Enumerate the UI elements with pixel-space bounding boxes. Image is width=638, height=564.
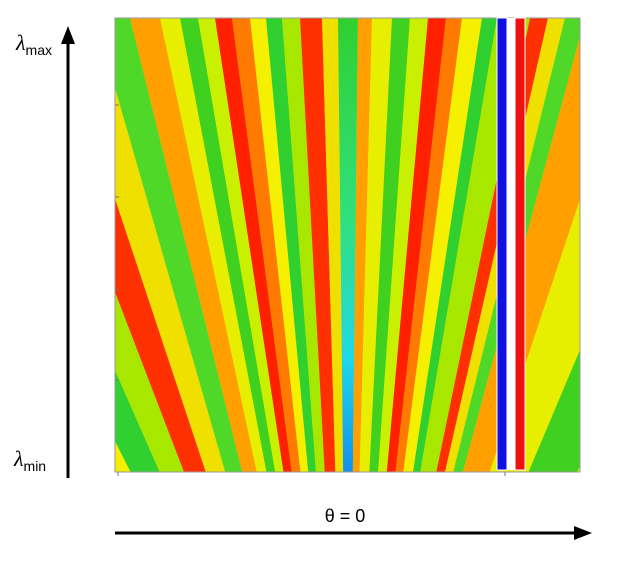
color-band [528,349,580,472]
color-band [115,18,243,472]
color-band [198,18,284,472]
color-band [386,18,446,472]
color-band [300,18,336,472]
color-band [378,18,428,472]
color-band [322,18,344,472]
symbol: λ [15,30,26,55]
color-band [352,18,372,472]
color-band [395,18,462,472]
color-band [413,18,497,472]
y-arrowhead [61,26,75,44]
color-band [338,18,358,472]
color-band [115,441,131,472]
subscript: max [26,42,52,58]
red-bar [514,17,526,471]
white-gap [507,18,515,470]
color-band [160,18,267,472]
lambda-max: λmax [15,30,52,58]
color-band [577,466,580,472]
color-band [232,18,301,472]
x-axis-label: θ = 0 [325,506,366,526]
color-band [282,18,325,472]
color-band [266,18,316,472]
blue-bar [496,17,508,471]
heatmap [0,18,580,472]
frame-ticks [115,104,506,476]
lambda-min: λmin [13,446,46,474]
color-band [359,18,392,472]
color-band [0,18,58,472]
color-band [0,18,97,472]
symbol: λ [13,446,24,471]
color-band [130,18,257,472]
color-band [0,18,14,472]
color-band [369,18,410,472]
x-arrowhead [574,526,592,540]
plot-frame [114,17,581,473]
color-band [180,18,276,472]
subscript: min [24,458,47,474]
color-band [489,199,580,472]
color-band [250,18,309,472]
color-band [403,18,482,472]
color-band [215,18,292,472]
